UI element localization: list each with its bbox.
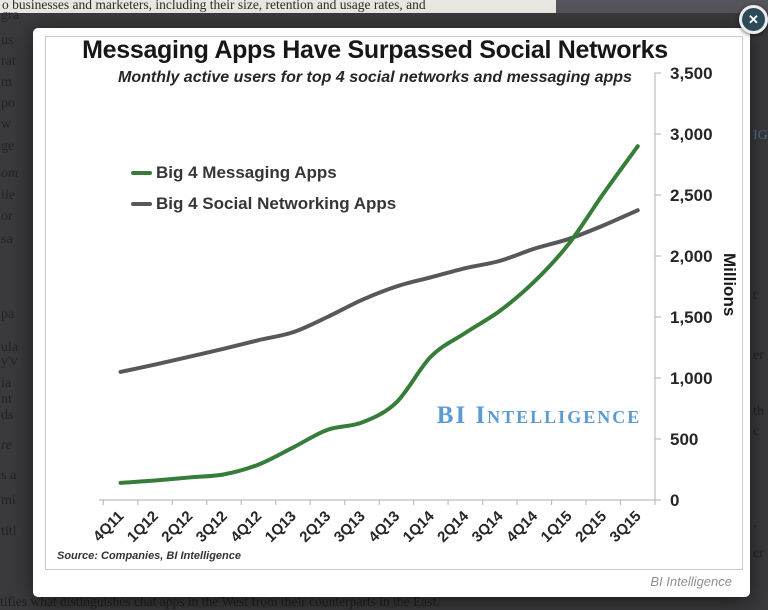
bg-text-fragment: er <box>753 546 764 561</box>
bg-text-fragment: y'v <box>1 354 18 369</box>
x-axis-tick-label: 2Q14 <box>434 507 472 545</box>
bg-text-fragment: re <box>1 438 13 453</box>
y-axis-tick-label: 1,000 <box>670 369 713 388</box>
bg-text-fragment: t <box>753 288 757 303</box>
x-axis-tick-label: 4Q11 <box>90 508 127 545</box>
y-axis-tick-label: 0 <box>670 491 679 510</box>
legend-label-messaging: Big 4 Messaging Apps <box>156 163 337 182</box>
legend-label-social: Big 4 Social Networking Apps <box>156 194 397 213</box>
y-axis-tick-label: 500 <box>670 430 698 449</box>
x-axis-tick-label: 3Q15 <box>607 508 645 546</box>
y-axis-title: Millions <box>720 253 739 317</box>
bg-text-fragment: c <box>753 424 760 439</box>
chart-dialog: Messaging Apps Have Surpassed Social Net… <box>33 28 750 597</box>
background-bottom-line: tifies what distinguishes chat apps in t… <box>0 594 440 609</box>
bg-text-fragment: us <box>1 33 14 48</box>
series-line-0 <box>118 144 640 485</box>
x-axis-tick-label: 4Q14 <box>503 507 541 545</box>
chart-title: Messaging Apps Have Surpassed Social Net… <box>82 36 668 64</box>
bg-text-fragment: ge <box>1 139 15 154</box>
close-button[interactable]: ✕ <box>739 5 768 34</box>
x-axis-tick-label: 1Q13 <box>262 508 300 546</box>
x-axis-tick-label: 2Q13 <box>296 508 334 546</box>
chart-watermark: BI Intelligence <box>436 402 642 429</box>
background-top-right-block <box>556 0 768 13</box>
bg-text-fragment: po <box>1 96 15 111</box>
source-note: Source: Companies, BI Intelligence <box>57 550 241 562</box>
bg-text-fragment: gra <box>1 8 19 23</box>
bg-text-fragment: IG <box>753 128 768 143</box>
y-axis-tick-label: 2,000 <box>670 247 713 266</box>
bg-text-fragment: ds <box>1 408 14 423</box>
background-top-line: o businesses and marketers, including th… <box>2 0 426 12</box>
legend-item-messaging: Big 4 Messaging Apps <box>131 163 396 182</box>
x-axis-tick-label: 1Q14 <box>400 507 438 545</box>
bg-text-fragment: er <box>753 348 764 363</box>
x-axis-tick-label: 2Q12 <box>158 508 196 546</box>
bg-text-fragment: m <box>1 75 12 90</box>
x-axis-tick-label: 4Q12 <box>227 508 265 546</box>
y-axis-tick-label: 1,500 <box>670 308 713 327</box>
legend-swatch-messaging <box>131 171 152 175</box>
bg-text-fragment: ia <box>1 376 12 391</box>
bg-text-fragment: . <box>753 516 757 531</box>
x-axis-tick-label: 1Q12 <box>124 508 162 546</box>
bg-text-fragment: or <box>1 209 13 224</box>
series-line-1 <box>118 208 640 374</box>
x-axis-tick-label: 4Q13 <box>365 508 403 546</box>
legend-item-social: Big 4 Social Networking Apps <box>131 194 397 213</box>
bg-text-fragment: mi <box>1 493 16 508</box>
chart-legend: Big 4 Messaging Apps Big 4 Social Networ… <box>131 163 397 226</box>
x-axis-tick-label: 2Q15 <box>572 508 610 546</box>
y-axis-tick-label: 2,500 <box>670 186 713 205</box>
chart-subtitle: Monthly active users for top 4 social ne… <box>118 69 632 86</box>
bg-text-fragment: th <box>753 404 764 419</box>
bg-text-fragment: w <box>1 117 12 132</box>
bg-text-fragment: s a <box>1 468 17 483</box>
y-axis-tick-label: 3,500 <box>670 64 713 83</box>
x-axis-tick-label: 3Q13 <box>331 508 369 546</box>
bg-text-fragment: titl <box>1 524 17 539</box>
bg-text-fragment: rat <box>1 54 16 69</box>
bg-text-fragment: ula <box>1 340 19 355</box>
x-axis-tick-label: 3Q14 <box>469 507 507 545</box>
bg-text-fragment: pa <box>1 307 15 322</box>
background-top-text-strip: o businesses and marketers, including th… <box>0 0 768 13</box>
bg-text-fragment: sa <box>1 232 13 247</box>
bg-text-fragment: nt <box>1 392 12 407</box>
x-axis-tick-label: 1Q15 <box>538 508 576 546</box>
legend-swatch-social <box>131 202 152 206</box>
y-axis-tick-label: 3,000 <box>670 125 713 144</box>
bg-text-fragment: om <box>1 166 19 181</box>
x-axis-tick-label: 3Q12 <box>193 508 231 546</box>
footer-brand: BI Intelligence <box>650 574 732 589</box>
bg-text-fragment: ile <box>1 188 15 203</box>
chart-canvas: 05001,0001,5002,0002,5003,0003,5004Q111Q… <box>90 64 713 546</box>
